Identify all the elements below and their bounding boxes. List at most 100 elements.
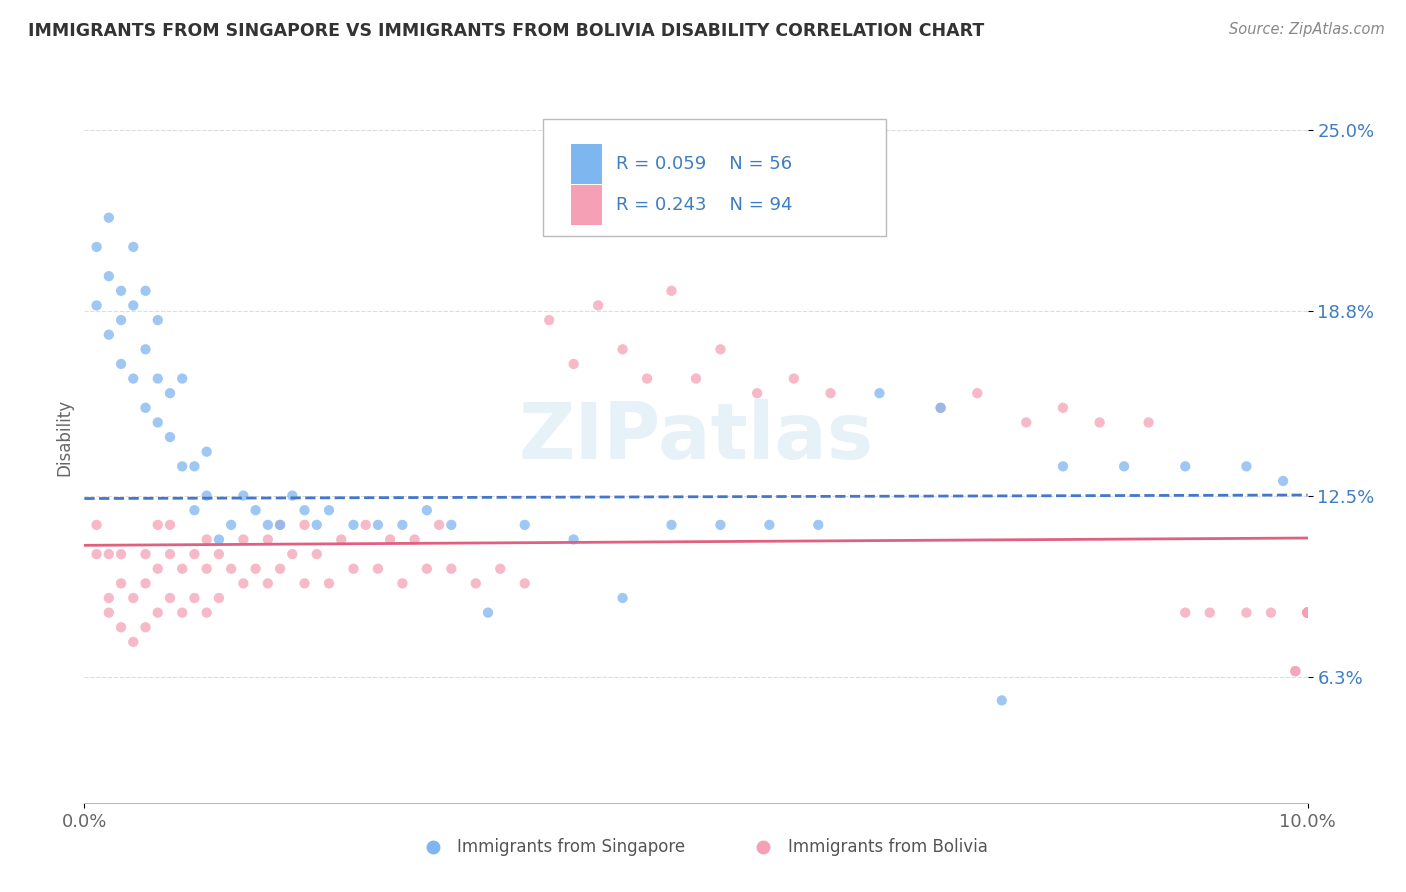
Point [172,459,194,474]
Point [1296,606,1319,620]
Point [1296,606,1319,620]
Point [318,503,340,517]
Point [159,386,181,401]
Point [991,693,1014,707]
Point [110,547,132,561]
Point [146,517,169,532]
Point [330,533,353,547]
Point [172,606,194,620]
Point [661,517,683,532]
Point [709,517,731,532]
Point [305,517,328,532]
Point [380,533,402,547]
Point [586,298,609,312]
Point [758,517,780,532]
Point [820,386,842,401]
Point [1198,606,1220,620]
Point [232,533,254,547]
Point [929,401,952,415]
Point [391,517,413,532]
Point [86,298,108,312]
Point [195,562,218,576]
Point [122,635,145,649]
Point [562,357,585,371]
Point [1236,459,1258,474]
Point [1236,606,1258,620]
Point [172,562,194,576]
Point [122,591,145,605]
Point [135,620,157,634]
Point [1296,606,1319,620]
Point [636,371,658,385]
Point [159,430,181,444]
Point [183,503,205,517]
Point [208,547,231,561]
Point [172,371,194,385]
Point [966,386,988,401]
Point [367,517,389,532]
Point [709,343,731,357]
Point [416,503,439,517]
Text: Immigrants from Bolivia: Immigrants from Bolivia [787,838,987,855]
Point [562,533,585,547]
Point [245,562,267,576]
Point [195,444,218,458]
Point [1296,606,1319,620]
Point [122,371,145,385]
Point [159,547,181,561]
Point [391,576,413,591]
Point [135,576,157,591]
Point [294,576,316,591]
Point [538,313,561,327]
Point [1296,606,1319,620]
Point [1296,606,1319,620]
Point [869,211,891,225]
Point [1052,459,1074,474]
Point [86,547,108,561]
Point [110,313,132,327]
Point [294,517,316,532]
Point [305,547,328,561]
Point [219,517,242,532]
Point [1284,664,1306,678]
Point [281,547,304,561]
Point [1284,664,1306,678]
Point [110,576,132,591]
Point [1174,459,1197,474]
Point [1260,606,1282,620]
Point [159,591,181,605]
Point [269,517,291,532]
Point [146,313,169,327]
Point [489,562,512,576]
Point [1272,474,1295,488]
Point [97,327,120,342]
Text: R = 0.059    N = 56: R = 0.059 N = 56 [616,155,793,173]
Point [513,517,536,532]
Point [807,517,830,532]
Point [416,562,439,576]
Text: Immigrants from Singapore: Immigrants from Singapore [457,838,686,855]
Point [97,269,120,284]
Point [110,357,132,371]
Text: ZIPatlas: ZIPatlas [519,399,873,475]
Point [97,606,120,620]
Point [195,606,218,620]
Point [159,517,181,532]
Point [427,517,450,532]
Point [1296,606,1319,620]
Text: R = 0.243    N = 94: R = 0.243 N = 94 [616,196,793,214]
Point [135,284,157,298]
Point [440,517,463,532]
Point [195,489,218,503]
Point [1296,606,1319,620]
Point [869,386,891,401]
Point [281,489,304,503]
Point [232,576,254,591]
Point [1296,606,1319,620]
Point [685,371,707,385]
Point [208,591,231,605]
Point [1052,401,1074,415]
Point [1296,606,1319,620]
Point [257,533,280,547]
Bar [571,145,602,185]
